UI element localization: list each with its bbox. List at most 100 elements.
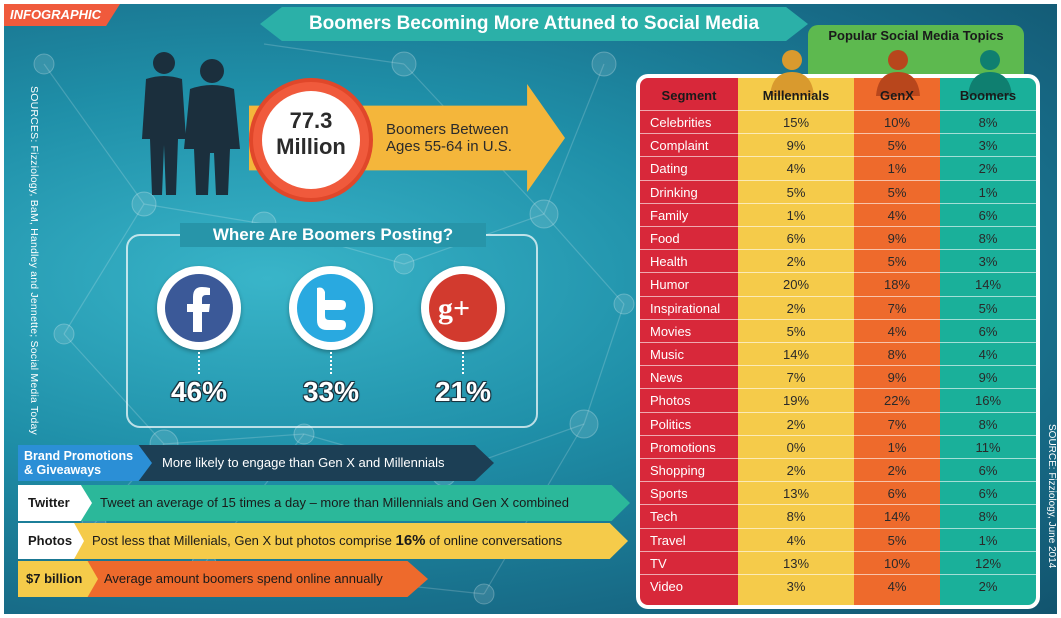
topic-millennials: 8% [786, 509, 806, 525]
row-divider [640, 318, 1036, 320]
topic-genx: 2% [887, 463, 907, 478]
fact-text-twitter: Tweet an average of 15 times a day – mor… [100, 495, 569, 510]
topic-segment: Complaint [650, 138, 709, 154]
twitter-connector [330, 352, 334, 374]
topic-boomers: 12% [974, 555, 1002, 571]
row-divider [640, 388, 1036, 390]
headline-value-line1: 77.3 [289, 108, 333, 133]
topic-genx: 4% [887, 323, 907, 339]
topic-genx: 6% [887, 486, 907, 502]
topic-segment: News [650, 370, 683, 386]
fact-label-promotions-line2: & Giveaways [24, 463, 102, 477]
topic-millennials: 13% [782, 555, 810, 571]
topic-boomers: 14% [974, 277, 1002, 293]
row-divider [640, 226, 1036, 227]
row-divider [640, 504, 1036, 506]
topic-boomers: 9% [978, 370, 998, 386]
google-plus-percent: 21% [434, 376, 492, 407]
topic-genx: 4% [887, 579, 907, 594]
boomers-person-icon [968, 50, 1012, 96]
headline-value-line2: Million [276, 134, 346, 159]
topic-genx: 1% [887, 439, 907, 455]
header-genx: GenX [880, 88, 914, 103]
fact-label-photos: Photos [18, 523, 84, 559]
topic-genx: 22% [883, 393, 911, 409]
topic-boomers: 1% [978, 532, 998, 548]
topic-genx: 7% [887, 300, 907, 316]
topic-segment: Movies [650, 323, 692, 339]
headline-desc-line1: Boomers Between [386, 121, 509, 138]
svg-text:g+: g+ [438, 292, 470, 325]
topic-segment: TV [650, 555, 667, 571]
topic-boomers: 6% [978, 486, 998, 502]
row-divider [640, 133, 1036, 135]
topic-genx: 18% [883, 277, 911, 293]
fact-text-photos: Post less that Millenials, Gen X but pho… [92, 523, 562, 559]
topic-millennials: 14% [782, 347, 810, 362]
header-millennials: Millennials [762, 88, 830, 103]
topic-boomers: 8% [978, 509, 998, 525]
fact-text-photos-bold: 16% [395, 532, 426, 549]
headline-value: 77.3 Million [262, 108, 360, 160]
facebook-percent: 46% [170, 376, 228, 407]
topic-millennials: 9% [786, 138, 806, 154]
topic-millennials: 19% [782, 393, 810, 409]
row-divider [640, 156, 1036, 158]
posting-title: Where Are Boomers Posting? [212, 225, 454, 244]
topic-segment: Music [650, 347, 684, 362]
topic-segment: Tech [650, 509, 678, 525]
page-title: Boomers Becoming More Attuned to Social … [308, 13, 760, 34]
row-divider [640, 342, 1036, 343]
topic-millennials: 2% [786, 416, 806, 432]
headline-description: Boomers Between Ages 55-64 in U.S. [386, 121, 536, 155]
row-divider [640, 179, 1036, 181]
topic-segment: Promotions [650, 439, 716, 455]
topic-boomers: 6% [978, 463, 998, 478]
infographic-tag: INFOGRAPHIC [4, 4, 120, 26]
facebook-badge [157, 266, 241, 350]
topic-genx: 7% [887, 416, 907, 432]
fact-text-spend: Average amount boomers spend online annu… [104, 571, 383, 586]
topic-boomers: 3% [978, 254, 998, 270]
topic-boomers: 16% [974, 393, 1002, 409]
topic-genx: 4% [887, 207, 907, 223]
fact-text-promotions: More likely to engage than Gen X and Mil… [162, 455, 445, 470]
topic-boomers: 1% [978, 184, 998, 200]
row-divider [640, 365, 1036, 367]
topics-title: Popular Social Media Topics [828, 28, 1004, 43]
topic-millennials: 0% [786, 439, 806, 455]
topic-genx: 8% [887, 347, 907, 362]
fact-band-photos [18, 523, 628, 559]
topic-segment: Dating [650, 161, 688, 177]
headline-desc-line2: Ages 55-64 in U.S. [386, 138, 512, 155]
row-divider [640, 411, 1036, 413]
row-divider [640, 434, 1036, 436]
row-divider [640, 272, 1036, 274]
posting-title-bg [180, 223, 486, 247]
header-segment: Segment [661, 88, 717, 103]
topic-boomers: 4% [978, 347, 998, 362]
twitter-percent: 33% [302, 376, 360, 407]
topic-segment: Inspirational [650, 300, 721, 316]
topic-genx: 5% [887, 138, 907, 154]
topic-boomers: 8% [978, 115, 998, 130]
fact-label-promotions: Brand Promotions & Giveaways [18, 445, 152, 481]
topic-millennials: 6% [786, 231, 806, 246]
topic-genx: 14% [883, 509, 911, 525]
topic-genx: 9% [887, 231, 907, 246]
topic-boomers: 8% [978, 231, 998, 246]
topic-boomers: 6% [978, 323, 998, 339]
source-right: SOURCE: Fizziology, June 2014 [1046, 424, 1057, 569]
millennials-column [738, 78, 854, 605]
topic-millennials: 5% [786, 323, 806, 339]
topic-boomers: 8% [978, 416, 998, 432]
topic-segment: Drinking [650, 184, 698, 200]
row-divider [640, 458, 1036, 459]
twitter-icon [297, 274, 365, 342]
fact-text-photos-after: of online conversations [425, 533, 563, 548]
header-boomers: Boomers [959, 88, 1017, 103]
topic-boomers: 5% [978, 300, 998, 316]
row-divider [640, 295, 1036, 297]
topic-genx: 5% [887, 254, 907, 270]
